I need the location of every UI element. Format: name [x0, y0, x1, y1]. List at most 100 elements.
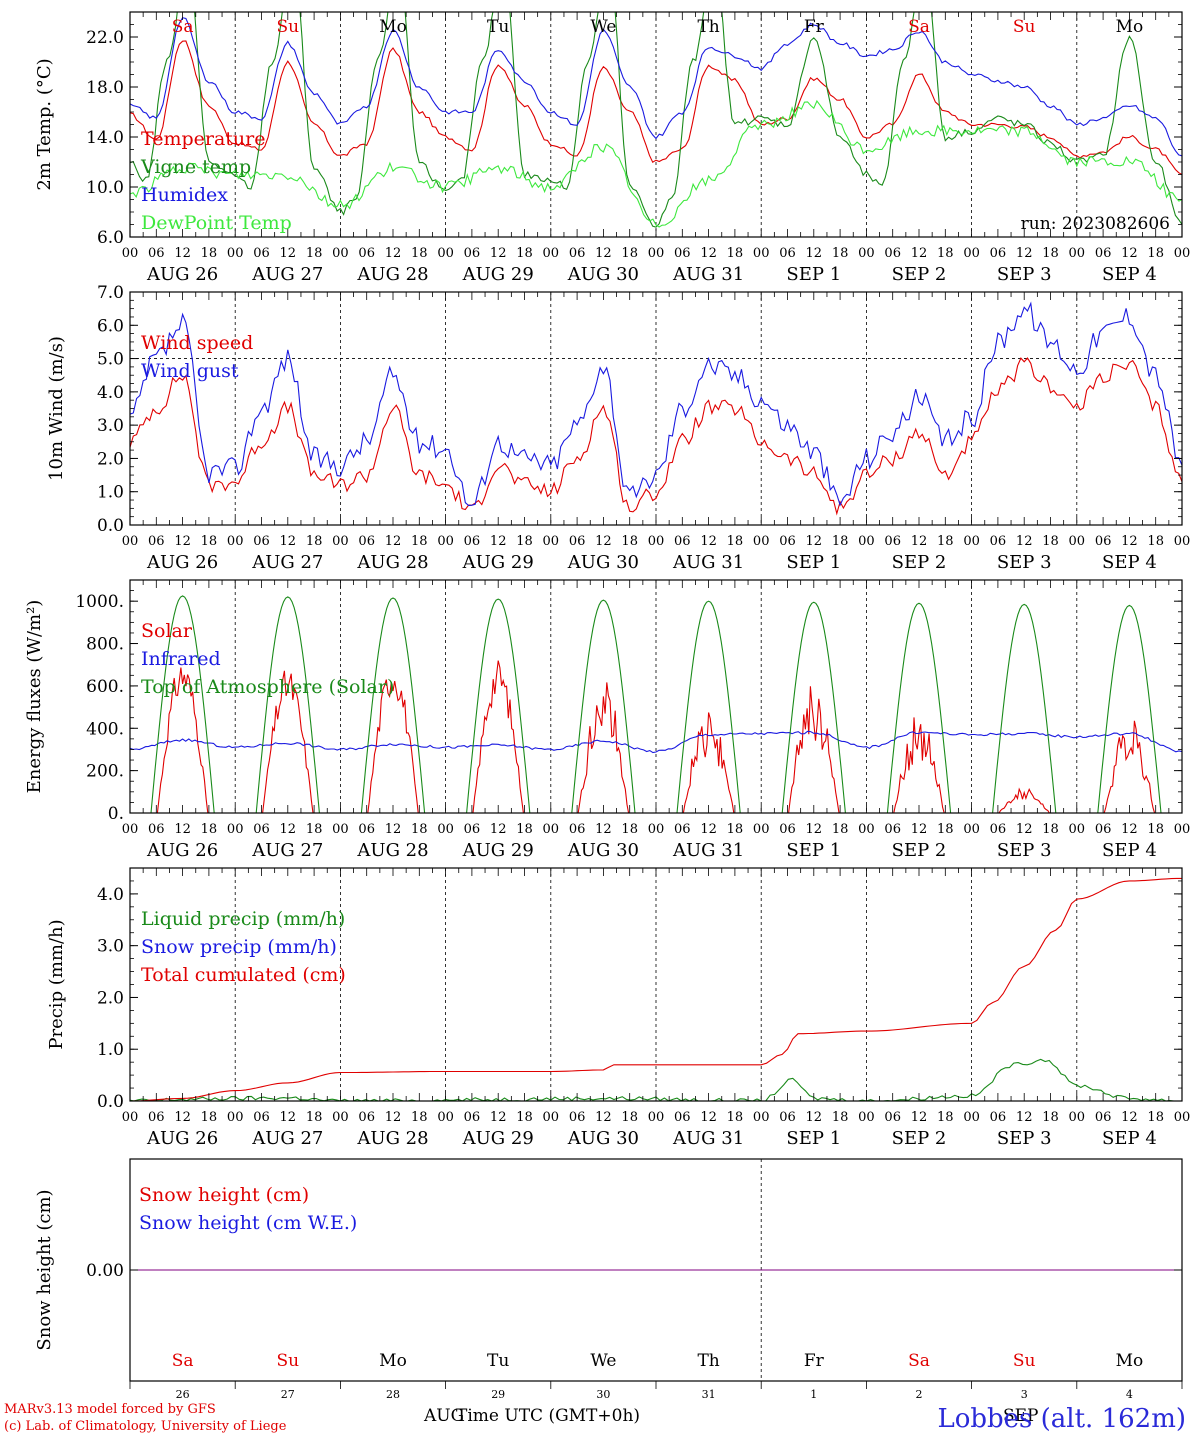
y-tick-label: 10.0 [86, 178, 124, 198]
hour-tick-label: 06 [1095, 1110, 1112, 1125]
series-line-temperature [130, 40, 1182, 175]
day-label: AUG 29 [462, 840, 534, 861]
legend-entry: Vigne temp [140, 156, 251, 178]
y-tick-label: 400. [86, 719, 124, 739]
hour-tick-label: 18 [1042, 822, 1059, 837]
hour-tick-label: 18 [621, 822, 638, 837]
hour-tick-label: 00 [858, 246, 875, 261]
hour-tick-label: 06 [990, 246, 1007, 261]
day-number-label: 28 [386, 1388, 400, 1401]
weekday-label: Fr [804, 17, 825, 37]
y-tick-label: 1.0 [97, 483, 124, 503]
hour-tick-label: 12 [595, 1110, 612, 1125]
hour-tick-label: 18 [727, 534, 744, 549]
y-tick-label: 200. [86, 762, 124, 782]
weekday-label: We [590, 1351, 616, 1371]
weekday-label: Mo [1116, 1351, 1144, 1371]
hour-tick-label: 12 [806, 246, 823, 261]
hour-tick-label: 18 [621, 1110, 638, 1125]
day-label: SEP 2 [892, 840, 947, 861]
hour-tick-label: 00 [963, 246, 980, 261]
hour-tick-label: 00 [1069, 1110, 1086, 1125]
hour-tick-label: 00 [648, 246, 665, 261]
hour-tick-label: 18 [306, 534, 323, 549]
hour-tick-label: 06 [884, 822, 901, 837]
day-number-label: 30 [596, 1388, 610, 1401]
hour-tick-label: 00 [963, 1110, 980, 1125]
day-label: SEP 3 [997, 840, 1052, 861]
y-tick-label: 3.0 [97, 416, 124, 436]
hour-tick-label: 12 [911, 1110, 928, 1125]
day-label: AUG 27 [251, 1128, 323, 1149]
day-label: SEP 2 [892, 264, 947, 285]
hour-tick-label: 06 [253, 534, 270, 549]
weekday-label: Sa [172, 1351, 194, 1371]
hour-tick-label: 00 [1069, 822, 1086, 837]
hour-tick-label: 12 [385, 246, 402, 261]
hour-tick-label: 00 [753, 1110, 770, 1125]
day-label: SEP 1 [786, 1128, 841, 1149]
hour-tick-label: 06 [569, 246, 586, 261]
hour-tick-label: 18 [516, 1110, 533, 1125]
day-label: AUG 27 [251, 840, 323, 861]
hour-tick-label: 18 [832, 534, 849, 549]
hour-tick-label: 12 [911, 822, 928, 837]
series-line-vigne-temp [130, 12, 1182, 228]
hour-tick-label: 06 [884, 1110, 901, 1125]
hour-tick-label: 06 [674, 1110, 691, 1125]
series-line-infrared [130, 730, 1182, 754]
hour-tick-label: 18 [201, 822, 218, 837]
hour-tick-label: 18 [832, 822, 849, 837]
hour-tick-label: 06 [148, 822, 165, 837]
hour-tick-label: 12 [1016, 246, 1033, 261]
hour-tick-label: 18 [1042, 534, 1059, 549]
day-number-label: 2 [916, 1388, 923, 1401]
hour-tick-label: 00 [437, 1110, 454, 1125]
hour-tick-label: 00 [753, 822, 770, 837]
series-line-humidex [130, 17, 1182, 157]
hour-tick-label: 06 [1095, 822, 1112, 837]
legend-entry: Snow precip (mm/h) [141, 936, 337, 958]
hour-tick-label: 06 [884, 534, 901, 549]
day-label: AUG 31 [672, 1128, 744, 1149]
hour-tick-label: 18 [937, 246, 954, 261]
day-number-label: 31 [702, 1388, 716, 1401]
hour-tick-label: 18 [937, 534, 954, 549]
day-number-label: 29 [491, 1388, 505, 1401]
series-line-wind-speed [130, 357, 1182, 516]
day-label: AUG 28 [356, 552, 428, 573]
day-label: AUG 26 [146, 552, 218, 573]
hour-tick-label: 06 [358, 534, 375, 549]
day-label: SEP 2 [892, 552, 947, 573]
hour-tick-label: 12 [490, 1110, 507, 1125]
panel-1: 00 06 12 18 AUG 26 00 06 12 18 AUG 27 00 06 12 18 AUG … [34, 11, 1190, 285]
hour-tick-label: 12 [385, 822, 402, 837]
day-label: AUG 29 [462, 552, 534, 573]
hour-tick-label: 18 [516, 822, 533, 837]
day-label: AUG 30 [567, 552, 639, 573]
series-line-top-of-atmosphere-solar- [130, 595, 1182, 813]
day-label: AUG 30 [567, 840, 639, 861]
hour-tick-label: 00 [332, 822, 349, 837]
run-label: run: 2023082606 [1021, 214, 1170, 234]
day-label: AUG 30 [567, 1128, 639, 1149]
hour-tick-label: 12 [280, 534, 297, 549]
y-tick-label: 18.0 [86, 78, 124, 98]
hour-tick-label: 12 [595, 534, 612, 549]
hour-tick-label: 18 [516, 246, 533, 261]
day-label: AUG 27 [251, 552, 323, 573]
legend-entry: Wind gust [141, 360, 239, 382]
hour-tick-label: 06 [253, 1110, 270, 1125]
hour-tick-label: 12 [490, 534, 507, 549]
hour-tick-label: 12 [700, 534, 717, 549]
hour-tick-label: 06 [358, 1110, 375, 1125]
day-label: AUG 28 [356, 1128, 428, 1149]
hour-tick-label: 00 [227, 822, 244, 837]
weekday-label: Mo [1116, 17, 1144, 37]
hour-tick-label: 00 [332, 1110, 349, 1125]
hour-tick-label: 12 [595, 822, 612, 837]
hour-tick-label: 00 [1174, 1110, 1191, 1125]
hour-tick-label: 06 [990, 1110, 1007, 1125]
hour-tick-label: 00 [437, 246, 454, 261]
hour-tick-label: 06 [358, 822, 375, 837]
